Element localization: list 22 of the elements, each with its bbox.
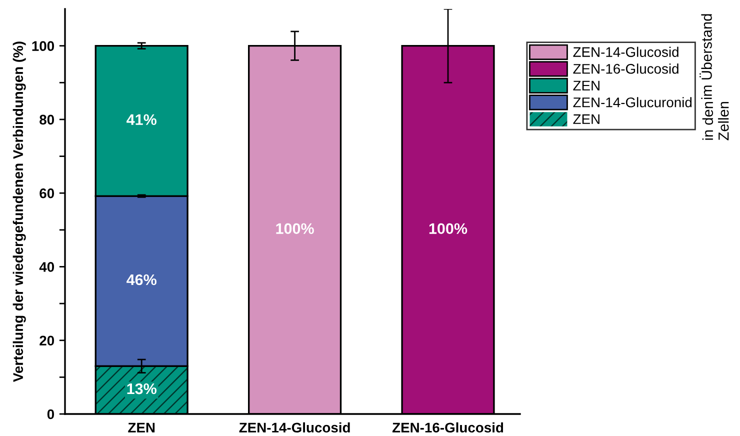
legend-label: ZEN-16-Glucosid	[573, 64, 678, 74]
y-tick-label: 100	[32, 41, 54, 51]
text: in den Zellen	[702, 102, 729, 140]
legend-label: ZEN	[573, 80, 600, 90]
y-axis-title: Verteilung der wiedergefundenen Verbindungen (%)	[12, 42, 26, 382]
y-tick-label: 60	[40, 188, 54, 198]
y-tick-label: 40	[39, 262, 54, 272]
text: im Überstand	[700, 14, 712, 100]
data-label: 13%	[127, 383, 156, 394]
data-label: 46%	[126, 274, 156, 286]
x-tick-label: ZEN-16-Glucosid	[392, 422, 504, 433]
data-label: 41%	[126, 114, 156, 125]
y-tick-label: 0	[47, 409, 54, 420]
data-label: 100%	[276, 223, 314, 234]
y-tick-label: 20	[40, 336, 54, 346]
data-label: 100%	[429, 223, 468, 234]
legend-label: ZEN-14-Glucosid	[573, 46, 678, 57]
x-tick-label: ZEN-14-Glucosid	[239, 422, 350, 433]
legend-label: ZEN	[573, 114, 600, 124]
legend-label: ZEN-14-Glucuronid	[573, 97, 692, 108]
y-tick-label: 80	[40, 114, 54, 125]
x-tick-label: ZEN	[128, 422, 155, 432]
